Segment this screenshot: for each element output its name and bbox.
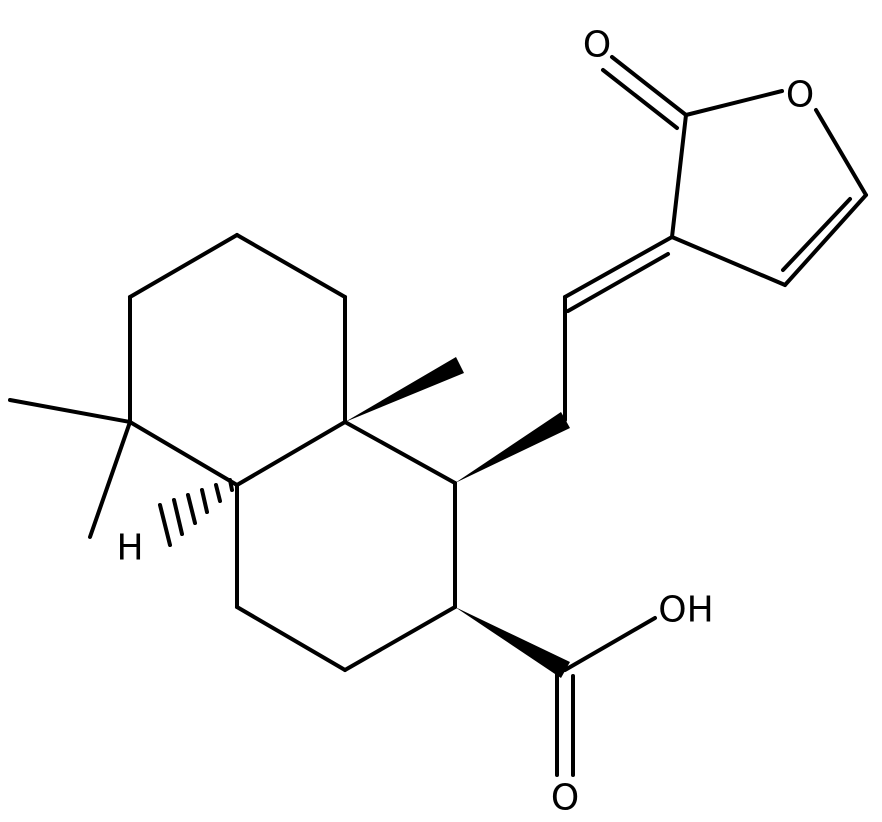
- bond: [670, 235, 787, 287]
- bond: [343, 605, 457, 672]
- atom-label: O: [551, 778, 579, 819]
- hash-bond: [158, 478, 234, 547]
- bond: [88, 420, 132, 539]
- bond: [8, 398, 132, 424]
- hash: [186, 493, 197, 525]
- bond: [610, 55, 688, 117]
- hash: [214, 483, 222, 503]
- bond: [601, 68, 679, 130]
- bond: [563, 235, 674, 299]
- hash: [158, 503, 172, 547]
- bond: [814, 108, 868, 197]
- bond: [235, 420, 347, 487]
- bond: [566, 252, 670, 313]
- hash: [172, 498, 184, 536]
- wedge-bond: [455, 607, 570, 678]
- bond: [670, 113, 688, 239]
- bond: [128, 420, 239, 487]
- bond: [235, 605, 347, 672]
- bond: [684, 89, 784, 117]
- bond: [781, 197, 852, 272]
- atom-labels: O O H OH O: [116, 25, 814, 819]
- atom-label: OH: [658, 590, 713, 631]
- hash: [228, 478, 234, 492]
- atom-label: H: [116, 528, 143, 569]
- bond: [783, 193, 868, 287]
- wedge-bond: [345, 357, 464, 422]
- bonds: [8, 55, 868, 777]
- atom-label: O: [786, 75, 814, 116]
- bond: [343, 420, 457, 485]
- wedge-bond: [455, 412, 570, 483]
- bond: [563, 616, 657, 672]
- hash: [200, 488, 209, 514]
- atom-label: O: [583, 25, 611, 66]
- bond: [235, 233, 347, 299]
- bond: [128, 233, 239, 299]
